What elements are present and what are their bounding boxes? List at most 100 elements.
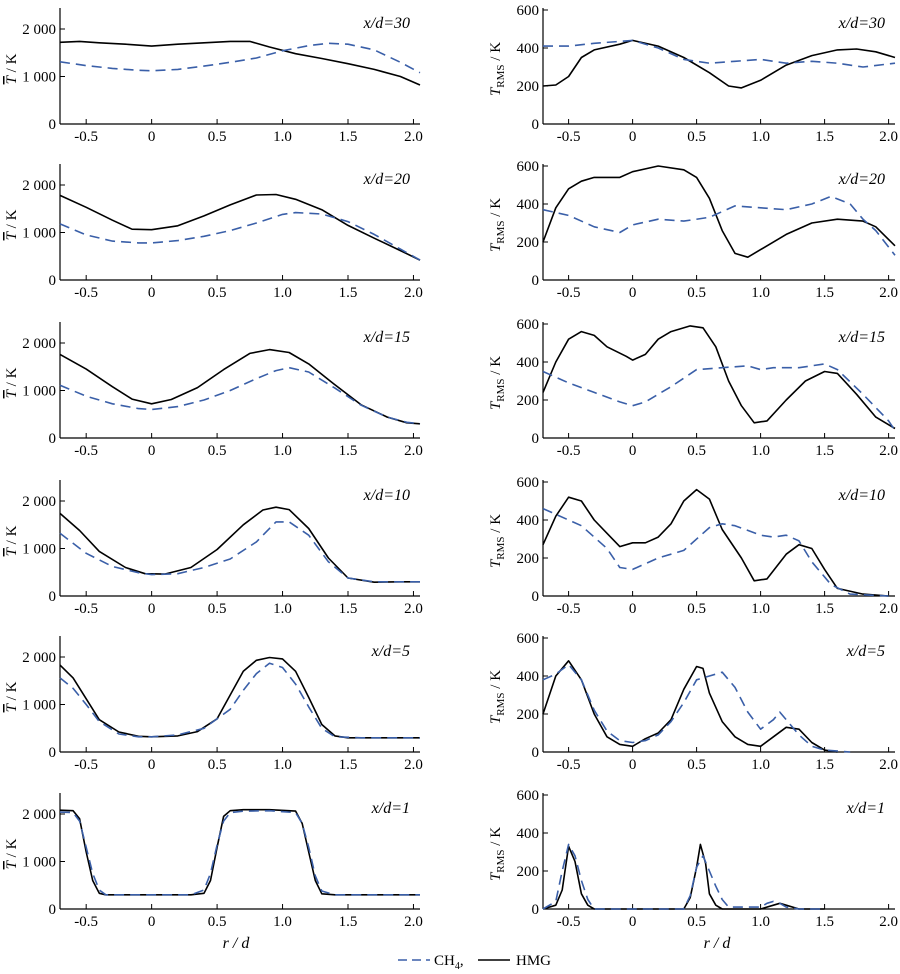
series-line-hmg [59,656,420,739]
series-line-hmg [59,808,420,896]
x-tick-label: -0.5 [74,914,98,930]
panel-rms-6: 0 200 400 600 -0.5 0 0.5 1.0 1.5 2.0 x/d=1 TRMS / K [488,788,898,930]
y-tick-label: 400 [517,355,540,371]
series-line-hmg [542,39,896,89]
y-tick-label: 0 [532,273,540,289]
y-tick-label: 0 [532,902,540,918]
x-tick-label: 0 [148,601,156,617]
x-tick-label: 2.0 [879,129,898,145]
chart-panels: 0 1 000 2 000 -0.5 0 0.5 1.0 1.5 2.0 x/d=30 T / K 0… [4,3,898,930]
x-tick-label: 0.5 [687,914,706,930]
x-tick-label: 1.5 [815,757,834,773]
x-tick-label: 1.5 [339,757,358,773]
y-axis-label: T / K [4,367,20,398]
x-tick-label: 1.5 [339,601,358,617]
series-line-hmg [59,40,421,86]
y-tick-label: 600 [517,159,540,175]
x-tick-label: -0.5 [557,757,581,773]
x-axis-label-right-text: r / d [704,935,732,952]
x-tick-label: -0.5 [557,914,581,930]
x-tick-label: 0.5 [687,285,706,301]
x-tick-label: 2.0 [404,757,423,773]
y-tick-label: 400 [517,513,540,529]
x-tick-label: 1.5 [815,914,834,930]
x-tick-label: 2.0 [404,914,423,930]
series-line-hmg [542,488,889,597]
x-axis-label-left-text: r / d [223,935,251,952]
x-tick-label: 1.0 [273,129,292,145]
x-tick-label: -0.5 [557,285,581,301]
x-tick-label: -0.5 [74,129,98,145]
y-tick-label: 400 [517,669,540,685]
x-tick-label: 0.5 [208,129,227,145]
x-tick-label: 0 [629,443,637,459]
x-tick-label: 1.0 [273,443,292,459]
x-tick-label: 2.0 [879,285,898,301]
x-tick-label: 0.5 [208,914,227,930]
x-tick-label: 1.5 [815,129,834,145]
panel-annotation: x/d=1 [371,800,410,817]
panel-annotation: x/d=30 [363,15,410,32]
x-tick-label: 1.0 [273,914,292,930]
panel-annotation: x/d=20 [363,171,410,188]
y-tick-label: 400 [517,826,540,842]
x-tick-label: 1.0 [751,129,770,145]
x-tick-label: 2.0 [404,601,423,617]
x-tick-label: 1.0 [273,601,292,617]
x-tick-label: 1.0 [751,601,770,617]
x-tick-label: 2.0 [404,443,423,459]
y-tick-label: 0 [532,589,540,605]
y-axis-label: T / K [4,681,20,712]
panel-temperature-6: 0 1 000 2 000 -0.5 0 0.5 1.0 1.5 2.0 x/d=1 T / K [4,793,423,930]
y-tick-label: 600 [517,3,540,19]
x-tick-label: 0 [148,914,156,930]
series-line-ch4 [543,39,896,68]
y-axis-label: TRMS / K [488,356,507,410]
x-tick-label: -0.5 [557,129,581,145]
x-tick-label: 2.0 [879,601,898,617]
x-tick-label: 0.5 [208,601,227,617]
x-axis-label-right: r / d [704,935,732,952]
y-tick-label: 200 [517,707,540,723]
series-line-hmg [542,843,825,910]
y-axis-label: T / K [4,209,20,240]
y-tick-label: 1 000 [22,70,56,86]
panel-rms-4: 0 200 400 600 -0.5 0 0.5 1.0 1.5 2.0 x/d=10 TRMS / … [488,475,898,617]
x-tick-label: 0 [629,914,637,930]
x-tick-label: 0.5 [687,757,706,773]
y-tick-label: 2 000 [22,650,56,666]
y-tick-label: 2 000 [22,807,56,823]
panel-temperature-3: 0 1 000 2 000 -0.5 0 0.5 1.0 1.5 2.0 x/d=15 T / K [4,322,423,459]
y-tick-label: 1 000 [22,226,56,242]
x-tick-label: 0 [629,285,637,301]
y-axis-label: T / K [4,53,20,84]
series-line-hmg [542,659,838,753]
y-tick-label: 200 [517,864,540,880]
panel-temperature-2: 0 1 000 2 000 -0.5 0 0.5 1.0 1.5 2.0 x/d=20 T / K [4,164,423,301]
panel-rms-1: 0 200 400 600 -0.5 0 0.5 1.0 1.5 2.0 x/d=30 TRMS / … [488,3,898,145]
x-tick-label: 1.5 [339,443,358,459]
y-tick-label: 200 [517,393,540,409]
panel-temperature-5: 0 1 000 2 000 -0.5 0 0.5 1.0 1.5 2.0 x/d=5 T / K [4,636,423,773]
x-tick-label: 0 [148,757,156,773]
y-tick-label: 0 [49,902,57,918]
y-tick-label: 400 [517,197,540,213]
y-tick-label: 600 [517,788,540,804]
panel-annotation: x/d=30 [838,15,885,32]
panel-rms-2: 0 200 400 600 -0.5 0 0.5 1.0 1.5 2.0 x/d=20 TRMS / … [488,159,898,301]
x-tick-label: 0 [148,443,156,459]
x-tick-label: 1.0 [751,285,770,301]
y-tick-label: 600 [517,631,540,647]
x-tick-label: 1.5 [815,443,834,459]
panel-temperature-4: 0 1 000 2 000 -0.5 0 0.5 1.0 1.5 2.0 x/d=10 T / K [4,480,423,617]
x-tick-label: 0 [148,285,156,301]
series-line-ch4 [59,662,420,739]
y-tick-label: 2 000 [22,494,56,510]
y-tick-label: 400 [517,41,540,57]
y-tick-label: 200 [517,79,540,95]
series-line-ch4 [59,521,420,583]
series-line-hmg [542,165,896,259]
y-tick-label: 0 [532,745,540,761]
y-tick-label: 2 000 [22,22,56,38]
